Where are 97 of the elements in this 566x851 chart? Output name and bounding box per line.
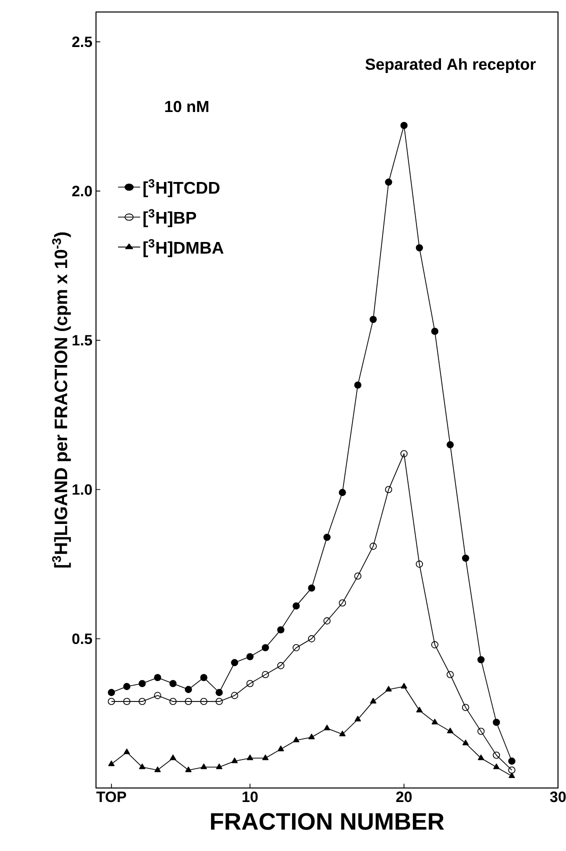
point	[231, 758, 238, 764]
y-tick-label: 1.5	[72, 335, 92, 346]
x-tick-label: TOP	[96, 792, 126, 802]
point	[184, 698, 192, 706]
point	[278, 746, 284, 752]
x-tick-label: 20	[396, 792, 412, 802]
point	[432, 718, 438, 724]
point	[308, 635, 316, 642]
point	[492, 752, 500, 759]
point	[338, 488, 346, 496]
legend-label: [$^{3}$H]TCDD	[144, 179, 220, 198]
y-tick-label: 0.5	[72, 633, 92, 644]
y-tick-label: 2.0	[72, 186, 92, 196]
annotation: 10 nM	[165, 100, 208, 112]
point	[123, 698, 130, 706]
point	[277, 626, 284, 634]
point	[200, 764, 207, 770]
point	[462, 554, 470, 562]
point	[292, 644, 300, 652]
point	[323, 617, 331, 624]
point	[400, 682, 408, 689]
x-tick-label: 30	[550, 792, 566, 802]
point	[108, 760, 115, 766]
y-tick-label: 2.5	[72, 36, 92, 48]
point	[231, 659, 238, 666]
point	[246, 653, 254, 660]
point	[154, 692, 162, 700]
point	[277, 662, 284, 670]
x-axis-title: FRACTION NUMBER	[211, 812, 444, 830]
point	[338, 599, 346, 607]
point	[108, 688, 115, 696]
point	[169, 680, 177, 688]
point	[185, 766, 192, 772]
point	[308, 584, 316, 592]
point	[385, 486, 392, 494]
point	[400, 122, 408, 129]
point	[508, 772, 515, 778]
point	[154, 674, 162, 682]
point	[385, 686, 392, 692]
point	[493, 764, 500, 770]
point	[462, 704, 470, 711]
point	[354, 381, 362, 389]
point	[400, 450, 408, 458]
point	[108, 698, 115, 706]
point	[138, 680, 146, 688]
point	[200, 698, 208, 706]
point	[231, 692, 238, 700]
point	[200, 674, 208, 682]
point	[246, 680, 254, 688]
annotation: Separated Ah receptor	[365, 58, 536, 74]
point	[293, 736, 300, 742]
point	[478, 754, 484, 760]
point	[246, 754, 254, 760]
legend-label: [$^{3}$H]DMBA	[144, 239, 224, 258]
y-axis-title: [$^{3}$H]LIGAND per FRACTION (cpm x 10$^{-3}$)	[52, 232, 71, 568]
point	[169, 698, 177, 706]
point	[370, 542, 377, 550]
point	[385, 178, 392, 186]
point	[370, 316, 377, 323]
y-tick-label: 1.0	[72, 484, 92, 495]
point	[216, 764, 222, 770]
point	[138, 698, 146, 706]
point	[339, 730, 346, 736]
point	[477, 656, 485, 664]
point	[323, 534, 331, 541]
point	[216, 688, 223, 696]
point	[308, 734, 315, 740]
point	[262, 644, 269, 652]
point	[446, 441, 454, 448]
point	[477, 728, 485, 735]
point	[508, 758, 516, 765]
point	[446, 670, 454, 678]
point	[139, 764, 146, 770]
point	[492, 718, 500, 726]
point	[184, 686, 192, 694]
point	[462, 740, 469, 746]
point	[170, 754, 176, 760]
point	[324, 724, 330, 730]
point	[354, 572, 362, 580]
point	[124, 748, 130, 754]
point	[354, 716, 361, 722]
point	[416, 244, 423, 252]
point	[431, 328, 438, 335]
point	[431, 641, 438, 648]
point	[416, 560, 423, 568]
point	[123, 682, 130, 690]
point	[292, 602, 300, 610]
point	[416, 706, 423, 712]
point	[508, 766, 516, 774]
legend-label: [$^{3}$H]BP	[144, 209, 196, 228]
point	[154, 766, 161, 772]
point	[216, 698, 223, 706]
point	[370, 698, 376, 704]
point	[262, 670, 269, 678]
point	[447, 728, 454, 734]
point	[262, 754, 269, 760]
x-tick-label: 10	[242, 792, 258, 802]
